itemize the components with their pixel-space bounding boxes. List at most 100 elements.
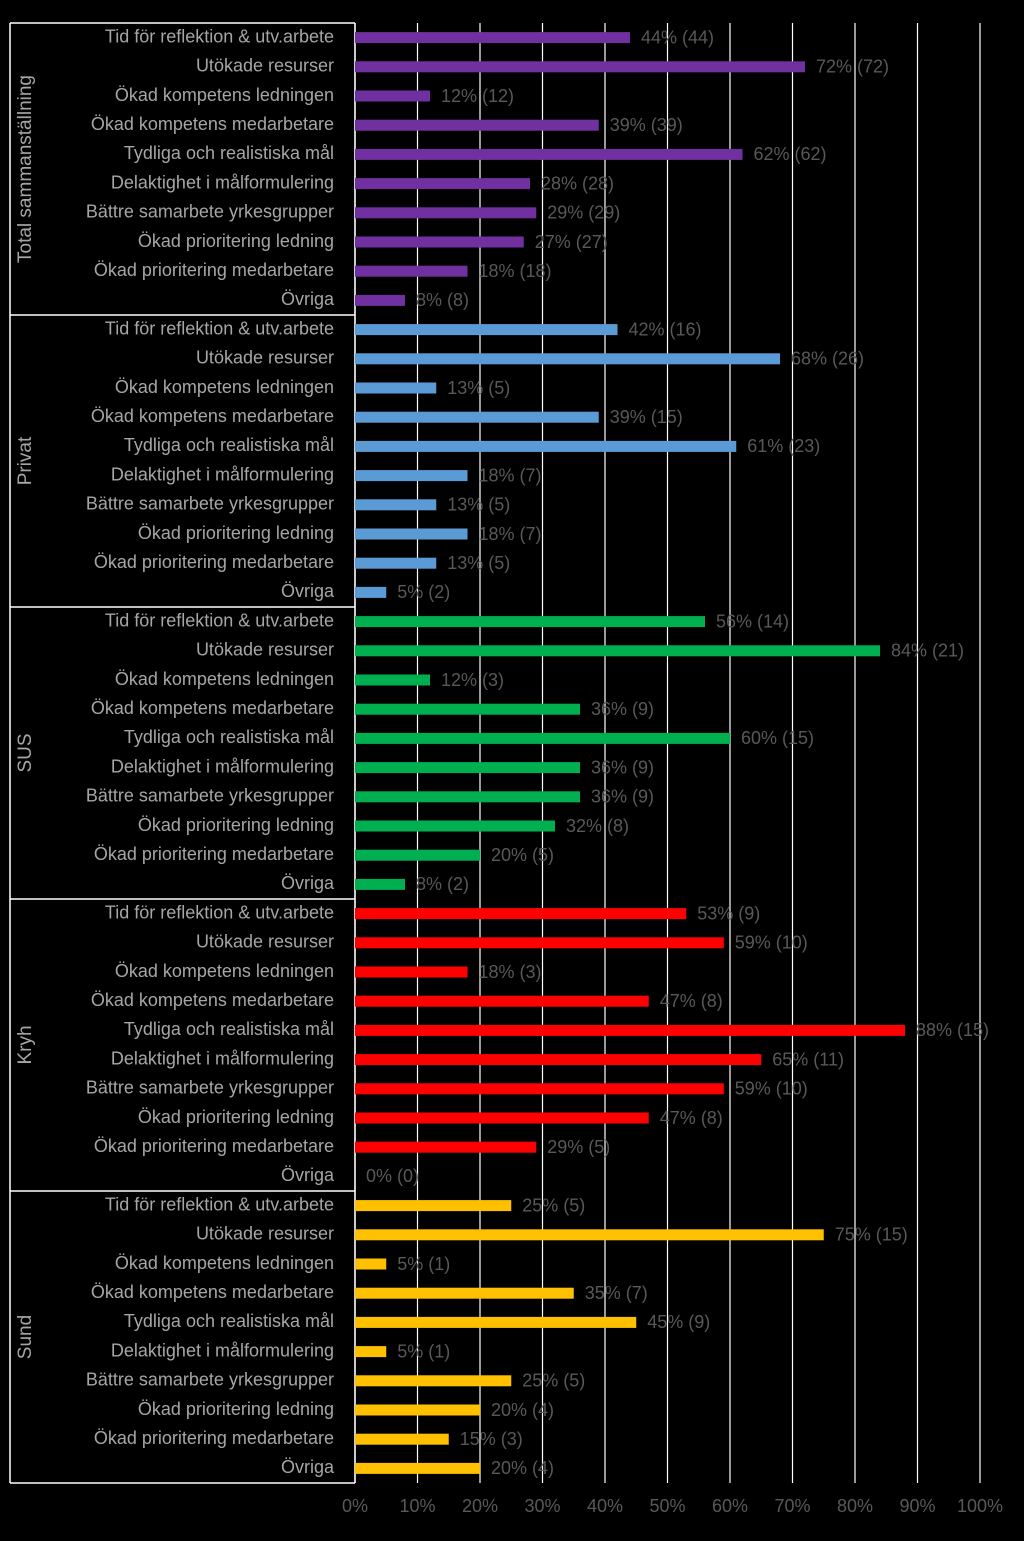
category-label: Ökad prioritering ledning (138, 231, 334, 251)
bar (355, 324, 618, 336)
bar (355, 1316, 637, 1328)
data-label: 5% (1) (397, 1254, 450, 1274)
data-label: 42% (16) (629, 319, 702, 339)
group-label: Sund (15, 1315, 36, 1359)
data-label: 88% (15) (916, 1020, 989, 1040)
category-label: Ökad prioritering medarbetare (94, 260, 334, 280)
bar (355, 265, 468, 277)
category-label: Ökad prioritering medarbetare (94, 552, 334, 572)
category-label: Tydliga och realistiska mål (124, 1311, 334, 1331)
bar (355, 1024, 905, 1036)
data-label: 59% (10) (735, 933, 808, 953)
data-label: 56% (14) (716, 611, 789, 631)
bar (355, 470, 468, 482)
bar (355, 382, 437, 394)
bar (355, 937, 724, 949)
data-label: 47% (8) (660, 1108, 723, 1128)
x-tick-label: 0% (342, 1496, 368, 1516)
x-tick-label: 60% (712, 1496, 748, 1516)
data-label: 5% (2) (397, 582, 450, 602)
category-label: Tydliga och realistiska mål (124, 143, 334, 163)
data-label: 27% (27) (535, 232, 608, 252)
data-label: 62% (62) (754, 144, 827, 164)
bar (355, 1287, 574, 1299)
category-label: Tid för reflektion & utv.arbete (105, 26, 334, 46)
bar (355, 1112, 649, 1124)
bar (355, 148, 743, 160)
category-label: Bättre samarbete yrkesgrupper (86, 494, 334, 514)
bar (355, 674, 430, 686)
category-label: Bättre samarbete yrkesgrupper (86, 202, 334, 222)
bar (355, 820, 555, 832)
data-label: 47% (8) (660, 991, 723, 1011)
data-label: 12% (3) (441, 670, 504, 690)
bar (355, 557, 437, 569)
bar (355, 440, 737, 452)
bar (355, 207, 537, 219)
bar (355, 61, 805, 73)
category-label: Övriga (281, 581, 335, 601)
category-label: Tid för reflektion & utv.arbete (105, 1194, 334, 1214)
category-label: Delaktighet i målformulering (111, 172, 334, 192)
category-label: Ökad prioritering ledning (138, 815, 334, 835)
bar (355, 1200, 512, 1212)
data-label: 60% (15) (741, 728, 814, 748)
data-label: 25% (5) (522, 1371, 585, 1391)
data-label: 45% (9) (647, 1312, 710, 1332)
bar (355, 1346, 387, 1358)
data-label: 18% (7) (479, 524, 542, 544)
bar (355, 1054, 762, 1066)
data-label: 36% (9) (591, 787, 654, 807)
data-label: 53% (9) (697, 903, 760, 923)
category-label: Ökad kompetens ledningen (115, 961, 334, 981)
category-label: Bättre samarbete yrkesgrupper (86, 1370, 334, 1390)
data-label: 12% (12) (441, 86, 514, 106)
bar (355, 703, 580, 715)
data-label: 18% (18) (479, 261, 552, 281)
x-tick-label: 100% (957, 1496, 1003, 1516)
data-label: 32% (8) (566, 816, 629, 836)
category-label: Övriga (281, 1457, 335, 1477)
data-label: 36% (9) (591, 699, 654, 719)
category-label: Ökad prioritering medarbetare (94, 844, 334, 864)
bar (355, 294, 405, 306)
category-label: Ökad kompetens ledningen (115, 669, 334, 689)
group-label: Kryh (15, 1025, 36, 1064)
data-label: 28% (28) (541, 173, 614, 193)
group-label: SUS (15, 733, 36, 772)
category-label: Utökade resurser (196, 56, 334, 76)
data-label: 61% (23) (747, 436, 820, 456)
bar (355, 236, 524, 248)
data-label: 5% (1) (397, 1341, 450, 1361)
data-label: 84% (21) (891, 641, 964, 661)
bar (355, 616, 705, 628)
data-label: 8% (8) (416, 290, 469, 310)
bar (355, 178, 530, 190)
category-label: Ökad kompetens medarbetare (91, 698, 334, 718)
bar (355, 119, 599, 131)
bar (355, 32, 630, 44)
group-label: Total sammanställning (15, 75, 36, 263)
bar (355, 411, 599, 423)
data-label: 59% (10) (735, 1079, 808, 1099)
data-label: 39% (15) (610, 407, 683, 427)
bar (355, 499, 437, 511)
category-label: Ökad kompetens medarbetare (91, 1282, 334, 1302)
data-label: 18% (3) (479, 962, 542, 982)
category-label: Bättre samarbete yrkesgrupper (86, 1078, 334, 1098)
x-tick-label: 70% (774, 1496, 810, 1516)
x-tick-label: 80% (837, 1496, 873, 1516)
category-label: Övriga (281, 873, 335, 893)
category-label: Delaktighet i målformulering (111, 1048, 334, 1068)
data-label: 8% (2) (416, 874, 469, 894)
bar (355, 353, 780, 365)
category-label: Tydliga och realistiska mål (124, 1019, 334, 1039)
bar (355, 1258, 387, 1270)
x-tick-label: 50% (649, 1496, 685, 1516)
data-label: 36% (9) (591, 757, 654, 777)
category-label: Ökad kompetens medarbetare (91, 990, 334, 1010)
category-label: Delaktighet i målformulering (111, 1340, 334, 1360)
data-label: 18% (7) (479, 465, 542, 485)
category-label: Delaktighet i målformulering (111, 464, 334, 484)
